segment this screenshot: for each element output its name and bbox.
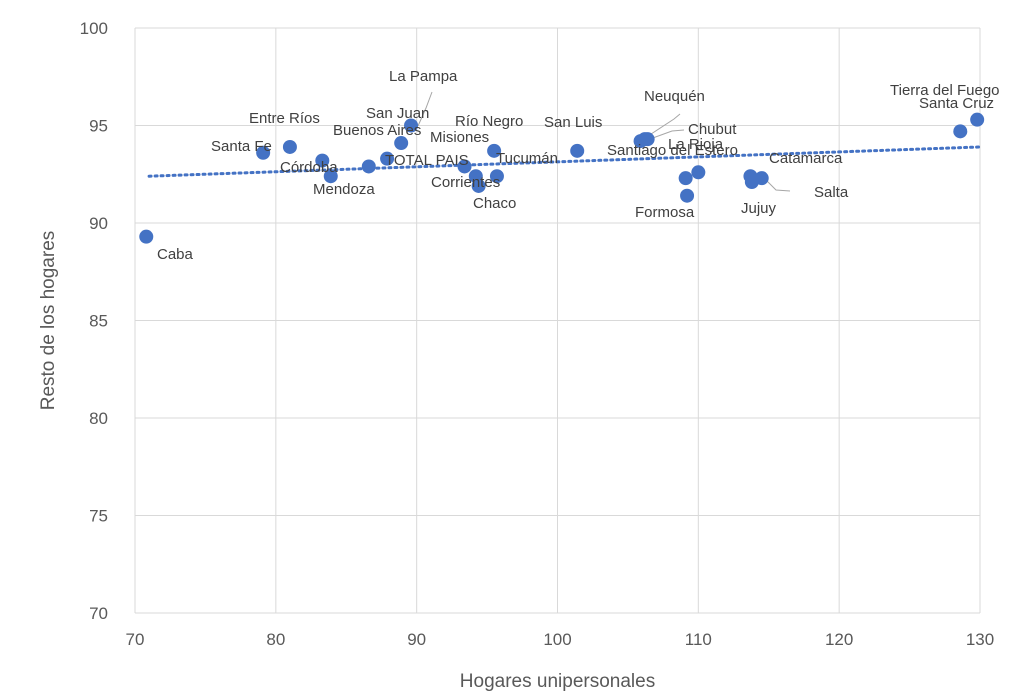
leader-lines	[417, 91, 791, 192]
y-tick-label: 100	[80, 19, 108, 38]
data-point	[487, 143, 502, 158]
point-label: Formosa	[635, 204, 695, 221]
data-point	[457, 159, 472, 174]
x-tick-label: 80	[266, 630, 285, 649]
y-axis-title: Resto de los hogares	[38, 231, 59, 411]
grid	[134, 27, 981, 614]
data-point	[489, 169, 504, 184]
point-label: Catamarca	[769, 150, 843, 167]
point-label: Neuquén	[644, 88, 705, 105]
point-label: Jujuy	[741, 200, 777, 217]
x-tick-label: 100	[543, 630, 571, 649]
leader-line	[649, 129, 685, 140]
point-label: Misiones	[430, 129, 489, 146]
point-label: Córdoba	[280, 159, 338, 176]
x-tick-label: 90	[407, 630, 426, 649]
point-label: Chaco	[473, 195, 516, 212]
point-label: Entre Ríos	[249, 110, 320, 127]
tick-labels: 70 80 90 100 110 120 130 70 75 80 85 90 95 100	[80, 19, 995, 649]
y-tick-label: 95	[89, 117, 108, 136]
data-point	[970, 112, 985, 127]
data-point	[394, 136, 409, 151]
leader-line	[765, 179, 791, 192]
point-label: San Luis	[544, 114, 602, 131]
data-point	[570, 143, 585, 158]
point-label: Santa Cruz	[919, 95, 994, 112]
point-label: Buenos Aires	[333, 122, 421, 139]
trendline	[147, 145, 982, 178]
data-point	[678, 171, 693, 186]
data-point	[953, 124, 968, 139]
y-tick-label: 80	[89, 409, 108, 428]
data-point	[282, 139, 297, 154]
point-label: Caba	[157, 246, 194, 263]
data-point	[315, 153, 330, 168]
data-point	[691, 165, 706, 180]
data-point	[323, 169, 338, 184]
point-label: Santiago del Estero	[607, 142, 738, 159]
point-label: La Rioja	[668, 136, 724, 153]
point-label: Tucumán	[496, 150, 558, 167]
point-label: Corrientes	[431, 174, 500, 191]
point-label: Santa Fe	[211, 138, 272, 155]
data-point	[256, 145, 271, 160]
y-tick-label: 70	[89, 604, 108, 623]
point-label: La Pampa	[389, 68, 458, 85]
point-labels: Caba Santa Fe Entre Ríos Córdoba Mendoza TOTA…	[157, 68, 1000, 263]
point-label: TOTAL PAIS	[385, 152, 469, 169]
point-label: Mendoza	[313, 181, 375, 198]
point-label: San Juan	[366, 105, 429, 122]
data-point	[361, 159, 376, 174]
point-label: Salta	[814, 184, 849, 201]
y-tick-label: 85	[89, 312, 108, 331]
data-point	[640, 132, 655, 147]
x-tick-label: 130	[966, 630, 994, 649]
leader-line	[417, 91, 433, 127]
x-tick-label: 120	[825, 630, 853, 649]
x-axis-title: Hogares unipersonales	[460, 671, 655, 692]
data-point	[754, 171, 769, 186]
y-tick-label: 75	[89, 507, 108, 526]
point-label: Chubut	[688, 121, 737, 138]
data-point	[471, 178, 486, 193]
x-tick-label: 70	[126, 630, 145, 649]
data-point	[404, 118, 419, 133]
leader-line	[644, 113, 681, 139]
point-label: Tierra del Fuego	[890, 82, 1000, 99]
data-point	[139, 229, 154, 244]
y-tick-label: 90	[89, 214, 108, 233]
data-point	[380, 151, 395, 166]
x-tick-label: 110	[685, 630, 712, 649]
data-points	[139, 112, 985, 244]
data-point	[680, 188, 695, 203]
point-label: Río Negro	[455, 113, 523, 130]
